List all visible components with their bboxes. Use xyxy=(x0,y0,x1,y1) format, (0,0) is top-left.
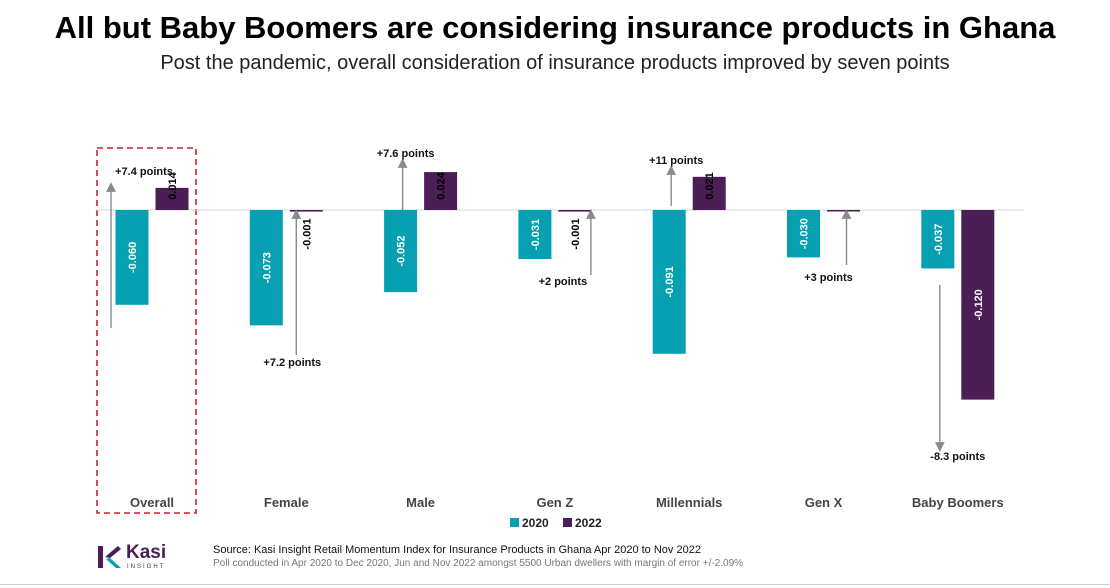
label-2022-male: 0.024 xyxy=(436,171,448,199)
label-2020-female: -0.073 xyxy=(261,252,273,283)
category-label-millennials: Millennials xyxy=(656,495,722,510)
label-2022-millennials: 0.021 xyxy=(704,172,716,200)
bar-2020-overall xyxy=(115,210,149,305)
chart-title: All but Baby Boomers are considering ins… xyxy=(54,10,1056,45)
bar-2022-baby-boomers xyxy=(961,210,995,400)
bar-2020-gen-x xyxy=(787,210,820,258)
label-2022-baby-boomers: -0.120 xyxy=(973,289,985,320)
legend-label-2022: 2022 xyxy=(575,516,602,530)
legend-swatch-2020 xyxy=(510,518,519,527)
category-label-baby-boomers: Baby Boomers xyxy=(912,495,1004,510)
legend-label-2020: 2020 xyxy=(522,516,549,530)
annotation-millennials: +11 points xyxy=(649,155,703,167)
category-label-male: Male xyxy=(406,495,435,510)
bar-2022-gen-z xyxy=(558,210,592,212)
bar-2022-millennials xyxy=(692,176,726,210)
bar-2020-male xyxy=(384,210,418,293)
legend-swatch-2022 xyxy=(563,518,572,527)
label-2020-overall: -0.060 xyxy=(127,242,139,273)
annotation-male: +7.6 points xyxy=(377,148,435,160)
annotation-gen-z: +2 points xyxy=(539,276,588,288)
chart-subtitle: Post the pandemic, overall consideration… xyxy=(160,52,950,74)
kasi-logo-mark-icon xyxy=(98,546,121,568)
label-2020-gen-z: -0.031 xyxy=(530,219,542,250)
bar-2022-male xyxy=(424,172,458,210)
source-note: Source: Kasi Insight Retail Momentum Ind… xyxy=(213,544,701,556)
category-label-gen-z: Gen Z xyxy=(536,495,573,510)
label-2022-gen-z: -0.001 xyxy=(570,218,582,249)
bar-2022-gen-x xyxy=(827,210,860,212)
kasi-logo-subtext: INSIGHT xyxy=(127,564,166,570)
annotation-overall: +7.4 points xyxy=(115,166,173,178)
bar-2022-overall xyxy=(155,187,189,210)
bar-2022-female xyxy=(289,210,323,212)
bar-2020-millennials xyxy=(652,210,686,354)
bar-2020-baby-boomers xyxy=(921,210,955,269)
annotation-gen-x: +3 points xyxy=(804,272,853,284)
bar-2020-gen-z xyxy=(518,210,552,259)
label-2020-male: -0.052 xyxy=(396,235,408,266)
highlight-box-overall xyxy=(96,147,197,514)
category-label-female: Female xyxy=(264,495,309,510)
label-2020-gen-x: -0.030 xyxy=(799,218,811,249)
methodology-note: Poll conducted in Apr 2020 to Dec 2020, … xyxy=(213,558,744,569)
label-2022-overall: 0.014 xyxy=(167,171,179,199)
bar-chart: -0.060 0.014 -0.073 -0.001 -0.052 0.024 -0.031… xyxy=(96,147,1024,530)
kasi-logo-word: Kasi xyxy=(126,542,167,563)
label-2022-female: -0.001 xyxy=(301,218,313,249)
category-label-gen-x: Gen X xyxy=(805,495,843,510)
bar-2020-female xyxy=(249,210,283,326)
label-2020-millennials: -0.091 xyxy=(664,266,676,297)
annotation-female: +7.2 points xyxy=(263,357,321,369)
category-label-overall: Overall xyxy=(130,495,174,510)
footer-divider xyxy=(0,584,1110,585)
label-2020-baby-boomers: -0.037 xyxy=(933,224,945,255)
annotation-baby-boomers: -8.3 points xyxy=(930,451,985,463)
kasi-logo: Kasi INSIGHT xyxy=(96,542,206,572)
